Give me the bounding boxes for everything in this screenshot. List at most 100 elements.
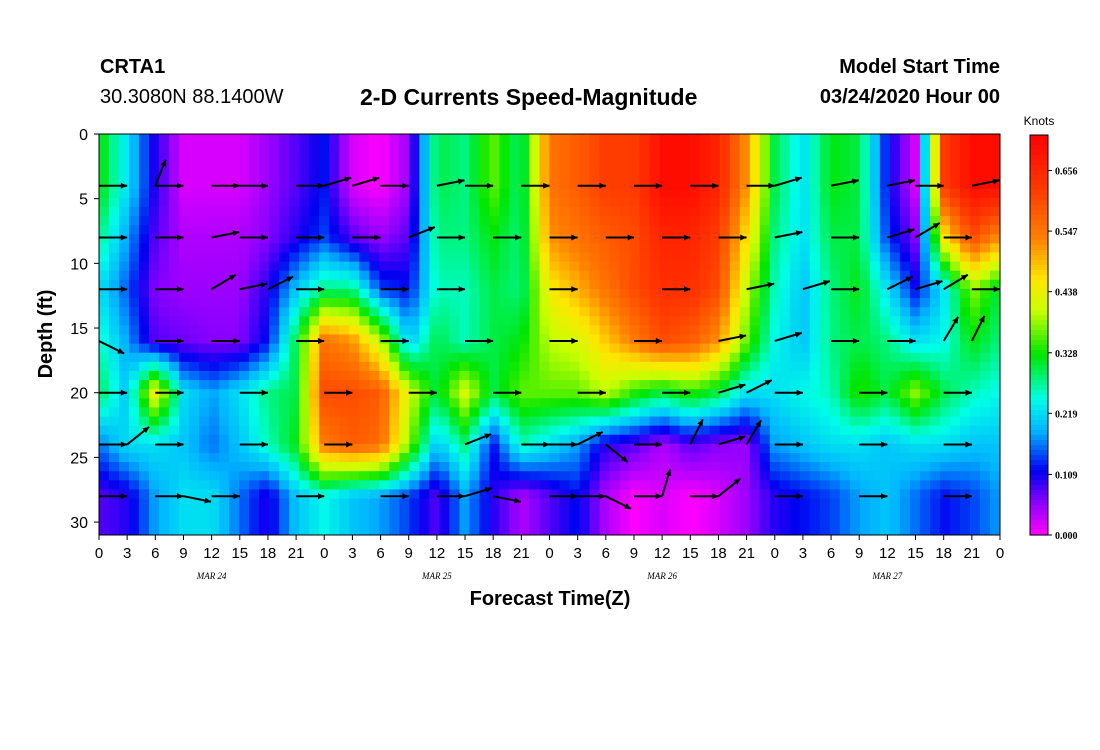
heatmap-cell — [859, 389, 871, 399]
heatmap-cell — [199, 380, 210, 390]
heatmap-cell — [569, 380, 581, 390]
heatmap-cell — [99, 480, 110, 491]
colorbar-swatch — [1030, 515, 1048, 521]
heatmap-cell — [189, 252, 200, 263]
heatmap-cell — [509, 261, 521, 272]
heatmap-cell — [829, 498, 841, 509]
heatmap-cell — [279, 325, 290, 336]
heatmap-cell — [459, 507, 471, 518]
heatmap-cell — [959, 225, 971, 235]
heatmap-cell — [259, 143, 270, 153]
heatmap-cell — [909, 425, 921, 436]
heatmap-cell — [529, 134, 541, 144]
heatmap-cell — [299, 179, 310, 190]
heatmap-cell — [99, 334, 110, 345]
heatmap-cell — [989, 234, 1000, 244]
heatmap-cell — [939, 507, 951, 518]
heatmap-cell — [639, 170, 651, 181]
station-id: CRTA1 — [100, 56, 166, 78]
heatmap-cell — [619, 252, 631, 263]
heatmap-cell — [789, 389, 801, 399]
heatmap-cell — [429, 471, 440, 481]
heatmap-cell — [269, 134, 280, 144]
heatmap-cell — [769, 434, 781, 445]
heatmap-cell — [169, 425, 180, 436]
heatmap-cell — [319, 307, 330, 317]
heatmap-cell — [519, 434, 531, 445]
heatmap-cell — [339, 179, 350, 190]
heatmap-cell — [949, 216, 961, 226]
current-vector — [99, 441, 128, 448]
colorbar-swatch — [1030, 365, 1048, 371]
heatmap-cell — [119, 234, 130, 244]
heatmap-cell — [379, 370, 390, 381]
heatmap-cell — [379, 325, 390, 336]
heatmap-cell — [199, 443, 210, 454]
heatmap-cell — [459, 325, 471, 336]
heatmap-cell — [949, 416, 961, 427]
heatmap-cell — [609, 197, 621, 208]
heatmap-cell — [889, 188, 901, 199]
heatmap-cell — [539, 261, 551, 272]
heatmap-cell — [919, 170, 931, 181]
heatmap-cell — [289, 516, 300, 527]
colorbar-swatch — [1030, 440, 1048, 446]
heatmap-cell — [189, 197, 200, 208]
heatmap-cell — [399, 525, 410, 535]
heatmap-cell — [799, 452, 811, 463]
heatmap-cell — [199, 279, 210, 290]
heatmap-cell — [339, 361, 350, 372]
heatmap-cell — [849, 443, 861, 454]
heatmap-cell — [329, 152, 340, 162]
heatmap-cell — [679, 325, 691, 336]
heatmap-cell — [309, 307, 320, 317]
heatmap-cell — [319, 298, 330, 308]
heatmap-cell — [469, 270, 481, 281]
heatmap-cell — [659, 343, 671, 354]
heatmap-cell — [559, 261, 571, 272]
heatmap-cell — [769, 307, 781, 317]
heatmap-cell — [649, 179, 661, 190]
heatmap-cell — [939, 443, 951, 454]
heatmap-cell — [329, 498, 340, 509]
heatmap-cell — [459, 425, 471, 436]
heatmap-cell — [479, 279, 491, 290]
heatmap-cell — [189, 380, 200, 390]
heatmap-cell — [99, 152, 110, 162]
heatmap-cell — [869, 288, 881, 299]
heatmap-cell — [869, 152, 881, 162]
heatmap-cell — [689, 370, 701, 381]
heatmap-cell — [289, 325, 300, 336]
heatmap-cell — [329, 380, 340, 390]
heatmap-cell — [159, 307, 170, 317]
heatmap-cell — [229, 307, 240, 317]
heatmap-cell — [919, 325, 931, 336]
heatmap-cell — [819, 188, 831, 199]
heatmap-cell — [289, 361, 300, 372]
heatmap-cell — [139, 216, 150, 226]
heatmap-cell — [869, 416, 881, 427]
heatmap-cell — [269, 471, 280, 481]
heatmap-cell — [469, 179, 481, 190]
heatmap-cell — [389, 389, 400, 399]
heatmap-cell — [599, 434, 611, 445]
heatmap-cell — [839, 361, 851, 372]
heatmap-cell — [559, 425, 571, 436]
heatmap-cell — [569, 480, 581, 491]
heatmap-cell — [759, 152, 771, 162]
heatmap-cell — [409, 252, 420, 263]
heatmap-cell — [569, 425, 581, 436]
heatmap-cell — [889, 471, 901, 481]
heatmap-cell — [669, 234, 681, 244]
heatmap-cell — [699, 206, 711, 217]
heatmap-cell — [729, 216, 741, 226]
heatmap-cell — [249, 407, 260, 418]
heatmap-cell — [729, 343, 741, 354]
heatmap-cell — [989, 389, 1000, 399]
heatmap-cell — [219, 489, 230, 500]
heatmap-cell — [169, 206, 180, 217]
colorbar-swatch — [1030, 175, 1048, 181]
heatmap-cell — [499, 525, 511, 535]
heatmap-cell — [969, 407, 981, 418]
heatmap-cell — [289, 288, 300, 299]
